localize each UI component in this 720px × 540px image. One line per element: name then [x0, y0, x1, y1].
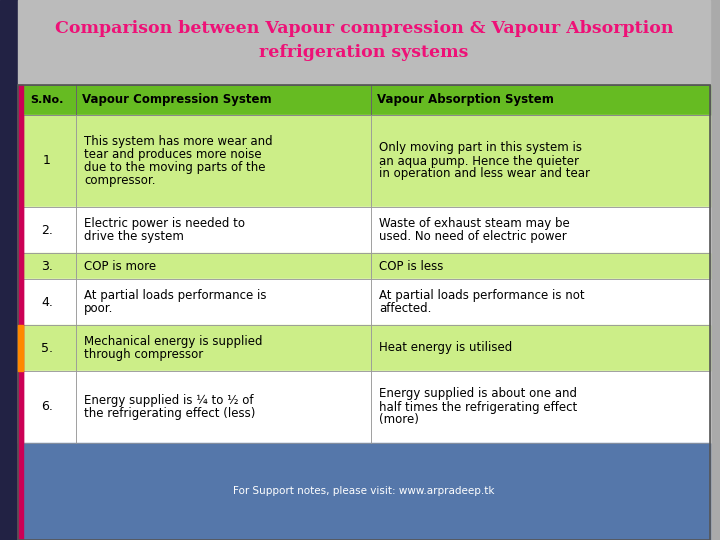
Text: poor.: poor.: [84, 302, 113, 315]
Text: At partial loads performance is not: At partial loads performance is not: [379, 289, 585, 302]
Text: due to the moving parts of the: due to the moving parts of the: [84, 161, 266, 174]
Bar: [18, 253, 76, 279]
Bar: [18, 371, 23, 443]
Bar: [18, 115, 76, 207]
Bar: [0, 0, 17, 540]
Bar: [76, 279, 371, 325]
Text: affected.: affected.: [379, 302, 431, 315]
Bar: [76, 253, 371, 279]
Text: 2.: 2.: [41, 224, 53, 237]
Text: (more): (more): [379, 414, 419, 427]
Text: This system has more wear and: This system has more wear and: [84, 135, 273, 148]
Text: For Support notes, please visit: www.arpradeep.tk: For Support notes, please visit: www.arp…: [233, 487, 495, 496]
Bar: [18, 85, 76, 115]
Text: 4.: 4.: [41, 295, 53, 308]
Bar: [76, 85, 371, 115]
Text: Vapour Absorption System: Vapour Absorption System: [377, 93, 554, 106]
Bar: [371, 279, 710, 325]
Text: drive the system: drive the system: [84, 230, 184, 243]
Bar: [371, 371, 710, 443]
Bar: [76, 115, 371, 207]
Bar: [18, 371, 76, 443]
Text: Vapour Compression System: Vapour Compression System: [82, 93, 271, 106]
Text: 6.: 6.: [41, 401, 53, 414]
Bar: [371, 253, 710, 279]
Bar: [76, 279, 371, 325]
Bar: [371, 207, 710, 253]
Text: compressor.: compressor.: [84, 174, 156, 187]
Text: S.No.: S.No.: [30, 95, 63, 105]
Text: COP is more: COP is more: [84, 260, 156, 273]
Bar: [18, 207, 76, 253]
Bar: [18, 85, 76, 115]
Bar: [76, 325, 371, 371]
Bar: [371, 115, 710, 207]
Text: Waste of exhaust steam may be: Waste of exhaust steam may be: [379, 217, 570, 230]
Text: 1: 1: [43, 154, 51, 167]
Bar: [76, 371, 371, 443]
Bar: [371, 115, 710, 207]
Text: Heat energy is utilised: Heat energy is utilised: [379, 341, 512, 354]
Bar: [18, 253, 23, 279]
Bar: [76, 115, 371, 207]
Text: 5.: 5.: [41, 341, 53, 354]
Bar: [76, 325, 371, 371]
Bar: [76, 207, 371, 253]
Bar: [18, 85, 23, 540]
Bar: [76, 371, 371, 443]
Bar: [371, 279, 710, 325]
Text: Electric power is needed to: Electric power is needed to: [84, 217, 245, 230]
Text: Only moving part in this system is: Only moving part in this system is: [379, 141, 582, 154]
Bar: [371, 325, 710, 371]
Bar: [18, 115, 76, 207]
Bar: [18, 207, 23, 253]
Bar: [76, 253, 371, 279]
Text: tear and produces more noise: tear and produces more noise: [84, 148, 261, 161]
Text: refrigeration systems: refrigeration systems: [259, 44, 469, 61]
Bar: [18, 325, 76, 371]
Bar: [18, 325, 23, 371]
Bar: [18, 371, 76, 443]
Text: Mechanical energy is supplied: Mechanical energy is supplied: [84, 335, 263, 348]
Bar: [76, 85, 371, 115]
Text: Comparison between Vapour compression & Vapour Absorption: Comparison between Vapour compression & …: [55, 20, 673, 37]
Text: through compressor: through compressor: [84, 348, 203, 361]
Bar: [18, 85, 710, 540]
Bar: [18, 253, 76, 279]
Text: 3.: 3.: [41, 260, 53, 273]
Text: an aqua pump. Hence the quieter: an aqua pump. Hence the quieter: [379, 154, 579, 167]
Text: the refrigerating effect (less): the refrigerating effect (less): [84, 407, 256, 420]
Text: Energy supplied is about one and: Energy supplied is about one and: [379, 388, 577, 401]
Bar: [371, 371, 710, 443]
Text: half times the refrigerating effect: half times the refrigerating effect: [379, 401, 577, 414]
Bar: [371, 325, 710, 371]
Bar: [371, 85, 710, 115]
Bar: [371, 253, 710, 279]
Bar: [18, 115, 23, 207]
Bar: [18, 207, 76, 253]
Bar: [371, 85, 710, 115]
Bar: [18, 279, 76, 325]
Text: in operation and less wear and tear: in operation and less wear and tear: [379, 167, 590, 180]
Bar: [18, 0, 710, 85]
Bar: [76, 207, 371, 253]
Bar: [18, 325, 76, 371]
Bar: [18, 279, 76, 325]
Text: Energy supplied is ¼ to ½ of: Energy supplied is ¼ to ½ of: [84, 394, 253, 407]
Bar: [18, 443, 710, 540]
Text: At partial loads performance is: At partial loads performance is: [84, 289, 266, 302]
Text: used. No need of electric power: used. No need of electric power: [379, 230, 567, 243]
Bar: [18, 279, 23, 325]
Bar: [371, 207, 710, 253]
Text: COP is less: COP is less: [379, 260, 444, 273]
Bar: [18, 325, 23, 371]
